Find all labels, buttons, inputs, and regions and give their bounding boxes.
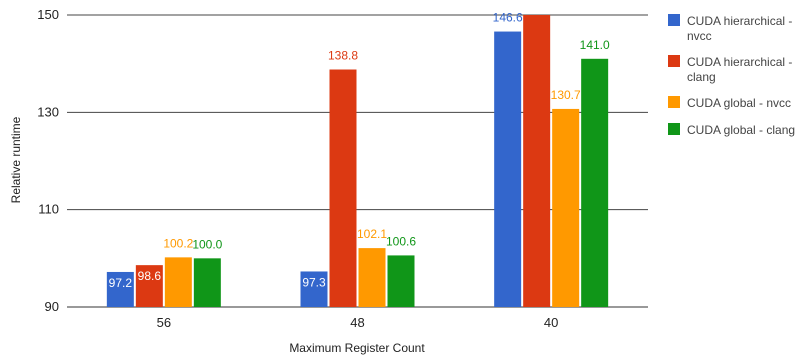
- gridlines: [67, 14, 648, 308]
- y-tick-label: 90: [45, 299, 59, 314]
- bar: [193, 258, 221, 307]
- bar: [106, 271, 134, 307]
- bar: [581, 58, 609, 307]
- bar: [552, 108, 580, 307]
- data-label: 141.0: [580, 38, 610, 52]
- data-label: 100.6: [386, 234, 416, 248]
- data-label: 130.7: [551, 88, 581, 102]
- bar: [523, 15, 551, 307]
- legend-swatch: [668, 14, 680, 26]
- bar: [387, 255, 415, 307]
- legend-label: CUDA hierarchical -nvcc: [687, 14, 792, 43]
- bar: [329, 69, 357, 307]
- legend-swatch: [668, 96, 680, 108]
- data-label: 100.0: [192, 237, 222, 251]
- x-tick-label: 40: [544, 315, 558, 330]
- bar: [494, 31, 522, 308]
- legend-label: CUDA global - nvcc: [687, 96, 791, 110]
- y-tick-label: 110: [38, 202, 59, 217]
- data-label: 97.3: [302, 275, 326, 289]
- x-tick-label: 56: [157, 315, 171, 330]
- x-tick-label: 48: [350, 315, 364, 330]
- data-label: 146.6: [493, 11, 523, 25]
- y-axis-ticks: 90 110 130 150: [37, 7, 59, 314]
- y-tick-label: 130: [37, 104, 59, 119]
- data-label: 97.2: [109, 276, 133, 290]
- data-label: 102.1: [357, 227, 387, 241]
- legend-label: CUDA global - clang: [687, 123, 795, 137]
- bar: [135, 265, 163, 307]
- legend-label: CUDA hierarchical -clang: [687, 55, 792, 84]
- y-tick-label: 150: [37, 7, 59, 22]
- legend-swatch: [668, 55, 680, 67]
- x-axis-title: Maximum Register Count: [289, 341, 425, 355]
- bar: [164, 257, 192, 307]
- y-axis-title: Relative runtime: [9, 116, 23, 203]
- legend-swatch: [668, 123, 680, 135]
- x-axis-ticks: 56 48 40: [157, 315, 559, 330]
- legend: CUDA hierarchical -nvcc CUDA hierarchical…: [668, 14, 795, 137]
- data-label: 98.6: [138, 269, 162, 283]
- bars: [106, 15, 609, 308]
- bar: [300, 271, 328, 307]
- data-label: 100.2: [163, 236, 193, 250]
- data-label: 138.8: [328, 49, 358, 63]
- bar: [358, 248, 386, 307]
